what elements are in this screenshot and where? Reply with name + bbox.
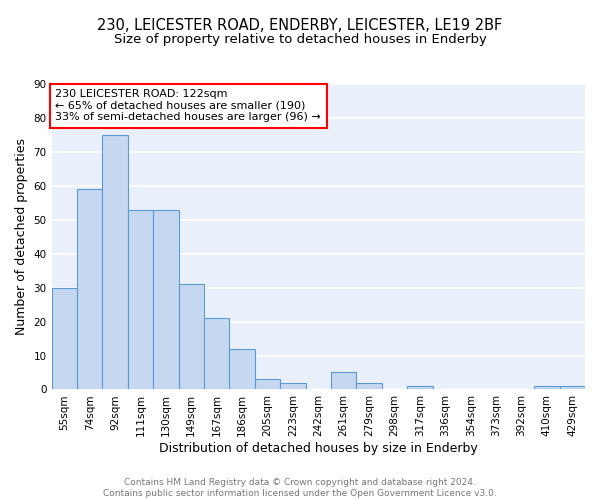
Bar — [128, 210, 153, 390]
Bar — [77, 189, 103, 390]
Text: Contains HM Land Registry data © Crown copyright and database right 2024.
Contai: Contains HM Land Registry data © Crown c… — [103, 478, 497, 498]
Bar — [534, 386, 560, 390]
Text: 230 LEICESTER ROAD: 122sqm
← 65% of detached houses are smaller (190)
33% of sem: 230 LEICESTER ROAD: 122sqm ← 65% of deta… — [55, 89, 321, 122]
Y-axis label: Number of detached properties: Number of detached properties — [15, 138, 28, 335]
Bar — [153, 210, 179, 390]
Bar — [280, 382, 305, 390]
Bar — [560, 386, 585, 390]
Text: 230, LEICESTER ROAD, ENDERBY, LEICESTER, LE19 2BF: 230, LEICESTER ROAD, ENDERBY, LEICESTER,… — [97, 18, 503, 32]
X-axis label: Distribution of detached houses by size in Enderby: Distribution of detached houses by size … — [159, 442, 478, 455]
Bar — [407, 386, 433, 390]
Bar — [356, 382, 382, 390]
Text: Size of property relative to detached houses in Enderby: Size of property relative to detached ho… — [113, 32, 487, 46]
Bar — [331, 372, 356, 390]
Bar — [179, 284, 204, 390]
Bar — [52, 288, 77, 390]
Bar — [204, 318, 229, 390]
Bar — [255, 380, 280, 390]
Bar — [103, 135, 128, 390]
Bar — [229, 348, 255, 390]
